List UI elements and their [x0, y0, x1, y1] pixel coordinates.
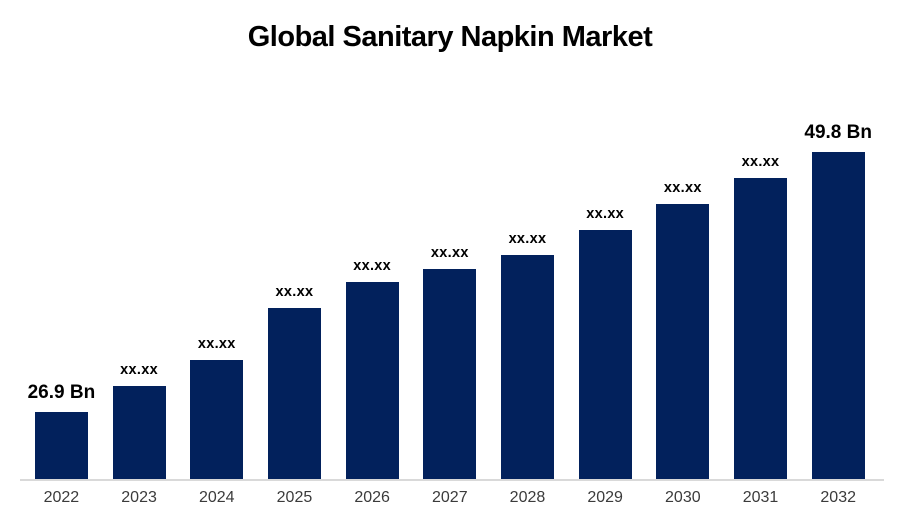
x-axis-tick-label: 2026 — [354, 489, 390, 506]
bar-value-label: xx.xx — [430, 245, 469, 261]
bar-value-label: xx.xx — [586, 206, 625, 222]
x-axis-line — [20, 479, 884, 481]
bar-value-label: xx.xx — [663, 180, 702, 196]
bar — [267, 308, 321, 481]
x-axis-tick-label: 2032 — [820, 489, 856, 506]
bar-value-label: 49.8 Bn — [804, 122, 872, 143]
x-axis-tick-label: 2029 — [587, 489, 623, 506]
bar — [112, 386, 166, 481]
bar-value-label: xx.xx — [275, 284, 314, 300]
x-axis-tick-label: 2025 — [276, 489, 313, 506]
bar-value-label: xx.xx — [741, 154, 780, 170]
bar-value-label: xx.xx — [508, 231, 547, 247]
bar — [423, 269, 477, 481]
x-axis-tick-label: 2027 — [432, 489, 468, 506]
chart-title: Global Sanitary Napkin Market — [247, 21, 653, 53]
bar — [500, 255, 554, 481]
bar — [34, 412, 88, 481]
x-axis-tick-label: 2024 — [198, 489, 235, 506]
x-axis-tick-label: 2030 — [665, 489, 701, 506]
x-axis-tick-label: 2028 — [509, 489, 546, 506]
bar — [811, 152, 865, 481]
bar — [656, 204, 710, 481]
bar-value-label: xx.xx — [353, 258, 392, 274]
bar — [578, 230, 632, 481]
bar-value-label: xx.xx — [197, 336, 236, 352]
x-axis-tick-label: 2022 — [43, 489, 80, 506]
x-axis-tick-label: 2023 — [121, 489, 157, 506]
bar — [345, 282, 399, 481]
bar — [734, 178, 788, 481]
bar-value-label: xx.xx — [120, 362, 158, 378]
x-axis-tick-label: 2031 — [742, 489, 779, 506]
bar-value-label: 26.9 Bn — [27, 382, 96, 403]
bar — [190, 360, 244, 481]
